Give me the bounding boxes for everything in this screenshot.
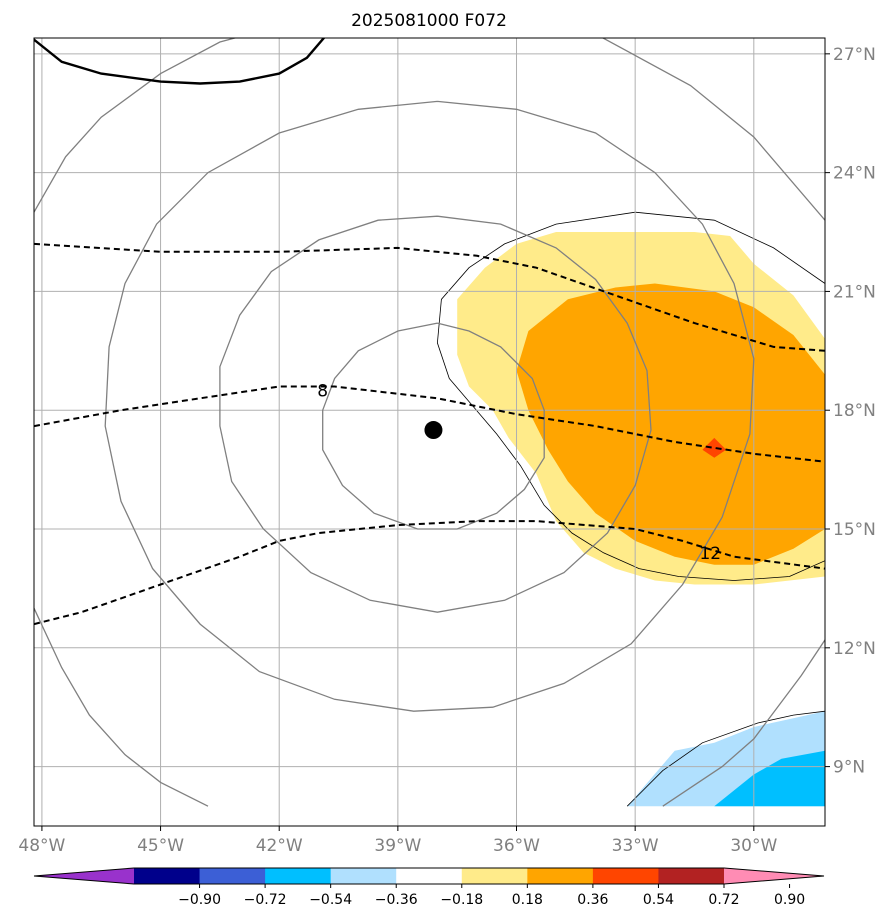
range-ring-3 <box>34 38 238 213</box>
colorbar-label-4: −0.18 <box>440 892 483 908</box>
y-tick-label-6: 27°N <box>833 45 876 65</box>
dashed-contour-0 <box>34 242 825 352</box>
x-tick-label-3: 39°W <box>374 836 421 856</box>
colorbar-segment-7 <box>592 868 659 884</box>
colorbar-label-1: −0.72 <box>244 892 287 908</box>
colorbar-segment-1 <box>199 868 266 884</box>
y-tick-label-0: 9°N <box>833 758 865 778</box>
axis-ticks: 48°W 45°W 42°W 39°W 36°W 33°W 30°W 9°N 12°N 15°N 1… <box>18 45 875 856</box>
colorbar-label-7: 0.54 <box>643 892 674 908</box>
y-tick-label-2: 15°N <box>833 520 876 540</box>
colorbar-label-9: 0.90 <box>774 892 805 908</box>
x-tick-label-1: 45°W <box>137 836 184 856</box>
colorbar-label-3: −0.36 <box>375 892 418 908</box>
y-tick-label-5: 24°N <box>833 164 876 184</box>
colorbar-segment-0 <box>134 868 201 884</box>
colorbar-extend-high <box>724 868 824 884</box>
chart-title: 2025081000 F072 <box>351 11 507 31</box>
colorbar-label-8: 0.72 <box>708 892 739 908</box>
colorbar-segment-6 <box>527 868 594 884</box>
contour-label-1: 8 <box>317 381 328 401</box>
shaded-region-4 <box>714 750 825 807</box>
dashed-contour-1 <box>34 385 825 463</box>
shaded-region-2 <box>702 437 727 458</box>
colorbar-label-0: −0.90 <box>178 892 221 908</box>
x-tick-label-2: 42°W <box>256 836 303 856</box>
colorbar-segment-4 <box>396 868 463 884</box>
thin-outline-1 <box>626 710 825 807</box>
range-ring-4 <box>601 38 825 221</box>
colorbar-label-6: 0.36 <box>577 892 608 908</box>
colorbar-outline <box>33 867 825 885</box>
colorbar-segment-8 <box>658 868 725 884</box>
colorbar-extend-low <box>34 868 134 884</box>
range-ring-2 <box>104 100 755 712</box>
y-tick-label-4: 21°N <box>833 282 876 302</box>
colorbar: −0.90 −0.72 −0.54 −0.36 −0.18 0.18 0.36 0.54 0.7… <box>33 867 825 908</box>
y-tick-label-1: 12°N <box>833 639 876 659</box>
colorbar-label-5: 0.18 <box>512 892 543 908</box>
range-ring-0 <box>322 322 545 530</box>
colorbar-segment-3 <box>330 868 397 884</box>
x-tick-label-4: 36°W <box>493 836 540 856</box>
x-tick-label-6: 30°W <box>730 836 777 856</box>
colorbar-label-2: −0.54 <box>309 892 352 908</box>
dashed-contour-2 <box>34 520 825 626</box>
x-tick-label-5: 33°W <box>612 836 659 856</box>
storm-center-marker <box>424 421 443 440</box>
shaded-region-1 <box>516 283 825 565</box>
map-plot-area: 8 12 <box>34 38 825 826</box>
contour-label-2: 12 <box>699 544 721 564</box>
range-ring-5 <box>34 607 209 807</box>
y-tick-label-3: 18°N <box>833 401 876 421</box>
colorbar-segment-5 <box>461 868 528 884</box>
range-ring-1 <box>219 215 652 613</box>
map-frame <box>33 37 826 827</box>
x-tick-label-0: 48°W <box>18 836 65 856</box>
thick-contour <box>34 38 326 85</box>
range-ring-6 <box>662 639 825 807</box>
colorbar-segment-2 <box>265 868 332 884</box>
